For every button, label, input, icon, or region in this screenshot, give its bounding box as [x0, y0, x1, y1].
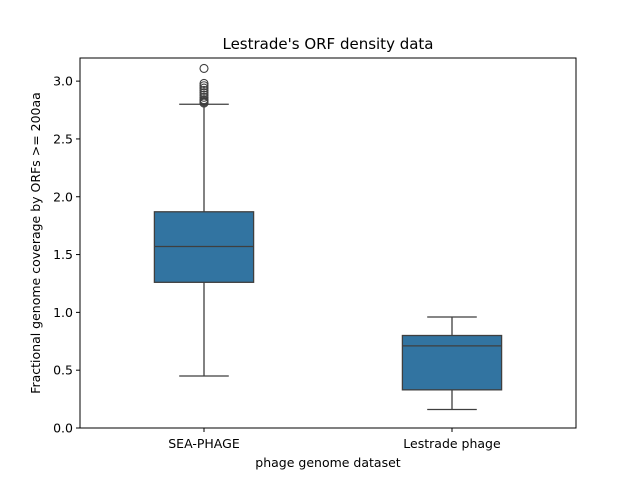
y-tick-label: 2.5	[53, 131, 73, 146]
x-axis-label: phage genome dataset	[255, 455, 401, 470]
plot-frame	[79, 57, 577, 429]
y-tick-label: 2.0	[53, 189, 73, 204]
y-axis: 0.0 0.5 1.0 1.5 2.0 2.5 3.0	[53, 74, 80, 436]
outlier-point	[199, 88, 209, 98]
outlier-point	[199, 78, 209, 88]
outlier-point	[199, 90, 209, 100]
outlier-point	[199, 81, 209, 91]
x-tick-label: Lestrade phage	[403, 436, 501, 451]
outlier-point	[199, 85, 209, 95]
box-iqr	[401, 334, 503, 391]
y-axis-label: Fractional genome coverage by ORFs >= 20…	[28, 92, 43, 394]
outlier-point	[199, 95, 209, 105]
x-tick-label: SEA-PHAGE	[168, 436, 240, 451]
plot-area	[153, 63, 503, 411]
y-tick-label: 0.5	[53, 363, 73, 378]
y-tick-label: 1.5	[53, 247, 73, 262]
outlier-point	[199, 92, 209, 102]
y-tick-label: 3.0	[53, 74, 73, 89]
outlier-point	[199, 83, 209, 93]
chart-title: Lestrade's ORF density data	[222, 35, 433, 53]
y-tick-label: 0.0	[53, 421, 73, 436]
box-group	[153, 63, 255, 377]
outlier-point	[199, 63, 209, 73]
y-tick-label: 1.0	[53, 305, 73, 320]
x-axis: SEA-PHAGE Lestrade phage	[168, 428, 501, 451]
box-group	[401, 316, 503, 411]
